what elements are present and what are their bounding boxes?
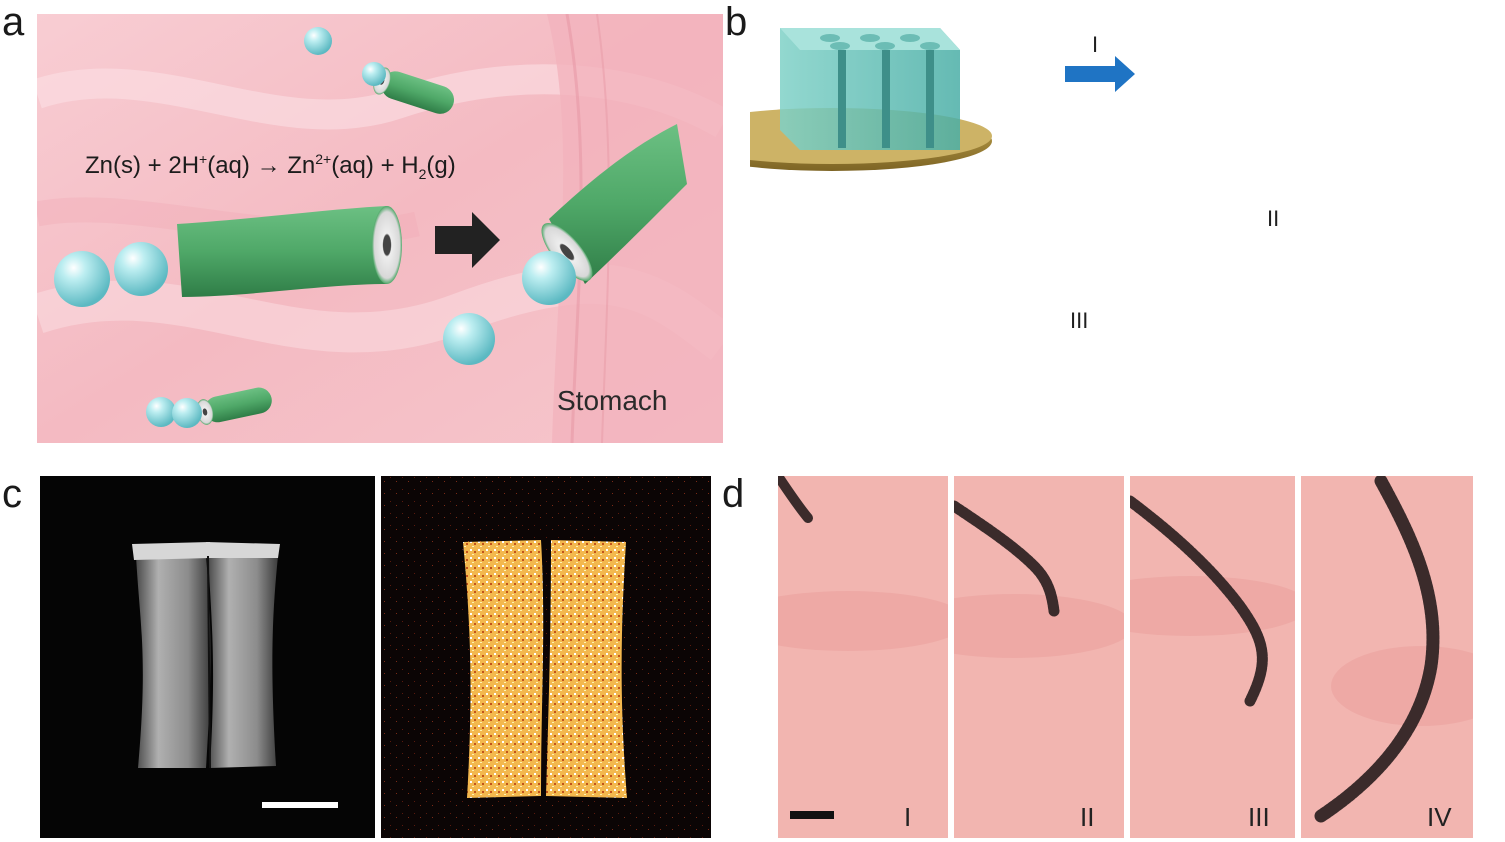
step-label-3: III bbox=[1070, 308, 1089, 333]
panel-d-frame-2: II bbox=[954, 476, 1124, 838]
trail-frame-2 bbox=[954, 500, 1124, 658]
step-label-1: I bbox=[1092, 32, 1099, 57]
panel-letter-c: c bbox=[2, 472, 22, 516]
frame-label-3: III bbox=[1248, 802, 1270, 832]
reaction-equation: Zn(s) + 2H+(aq) → Zn2+(aq) + H2(g) bbox=[85, 151, 456, 182]
stage-template bbox=[750, 28, 992, 171]
sem-micrograph bbox=[132, 542, 338, 808]
frame-label-2: II bbox=[1080, 802, 1095, 832]
scale-bar bbox=[790, 811, 834, 819]
panel-letter-d: d bbox=[722, 472, 745, 516]
panel-a-illustration: Zn(s) + 2H+(aq) → Zn2+(aq) + H2(g) Stoma… bbox=[37, 14, 723, 443]
stomach-label: Stomach bbox=[557, 385, 668, 416]
microtube-penetrating bbox=[549, 124, 687, 284]
trail-frame-3 bbox=[1130, 495, 1295, 707]
panel-b-fabrication: I II III bbox=[750, 10, 1505, 440]
panel-letter-a: a bbox=[2, 0, 25, 44]
frame-label-4: IV bbox=[1427, 802, 1452, 832]
fabrication-schematic bbox=[750, 28, 1135, 171]
bubble bbox=[304, 27, 332, 55]
panel-d-frame-4: IV bbox=[1301, 476, 1473, 838]
panel-letter-b: b bbox=[725, 0, 748, 44]
step-label-2: II bbox=[1267, 206, 1280, 231]
scale-bar bbox=[262, 802, 338, 808]
trail-frame-4 bbox=[1314, 476, 1473, 823]
stomach-scene bbox=[37, 14, 723, 443]
frame-label-1: I bbox=[904, 802, 912, 832]
panel-d-frame-3: III bbox=[1130, 476, 1295, 838]
panel-d-frame-1: I bbox=[778, 476, 948, 838]
element-map bbox=[381, 476, 711, 838]
reaction-arrow bbox=[435, 212, 500, 268]
panel-c-eds-map bbox=[381, 476, 711, 838]
microtube bbox=[177, 206, 387, 297]
trail-frame-1 bbox=[778, 476, 948, 819]
panel-c-sem-image bbox=[40, 476, 375, 838]
step-arrow-1 bbox=[1065, 56, 1135, 92]
